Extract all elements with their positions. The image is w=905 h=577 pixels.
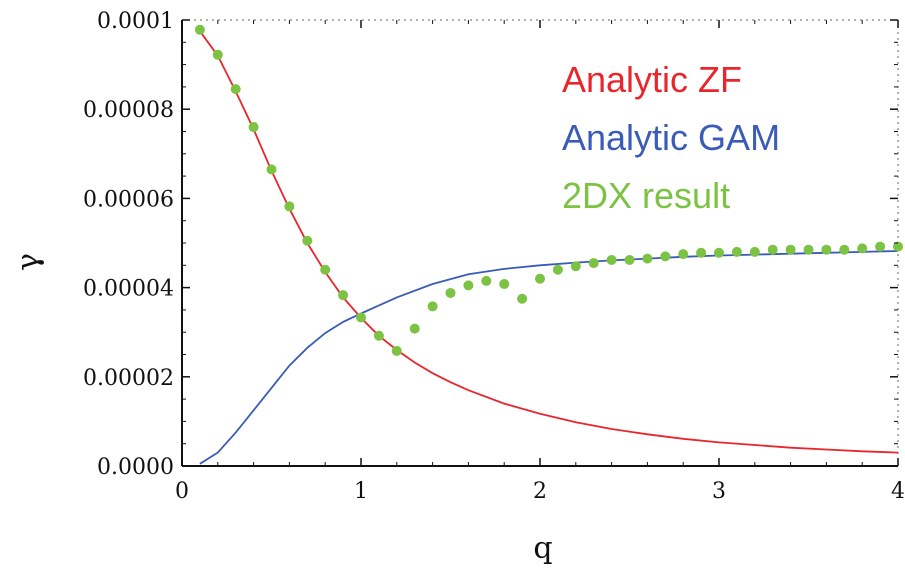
data-point [839, 244, 850, 255]
data-point [714, 247, 724, 258]
data-point [463, 280, 474, 291]
data-point [373, 330, 384, 341]
data-point [893, 241, 903, 252]
y-axis-label: γ [11, 253, 46, 271]
data-point [391, 345, 402, 356]
data-point [660, 251, 671, 262]
data-point [409, 323, 420, 334]
data-point [266, 164, 277, 175]
y-tick-label: 0.00004 [83, 277, 174, 302]
x-tick-label: 1 [354, 479, 368, 504]
legend-entry: Analytic ZF [562, 59, 742, 100]
data-point [194, 24, 205, 35]
data-point [803, 244, 814, 255]
x-tick-label: 0 [175, 479, 189, 504]
data-point [696, 247, 707, 258]
y-tick-label: 0.00006 [83, 187, 174, 212]
data-point [875, 241, 886, 252]
y-tick-label: 0.00002 [83, 366, 174, 391]
data-point [499, 279, 510, 290]
data-point [821, 244, 832, 255]
ticks-layer: 0 1 2 3 4 0.0000 0.00002 0.00004 0.00006 0.00008 0… [83, 9, 905, 504]
legend-entry: Analytic GAM [562, 117, 780, 158]
data-point [678, 249, 689, 260]
legend-entry: 2DX result [562, 175, 730, 216]
data-point [427, 301, 438, 312]
data-point [606, 254, 617, 265]
data-point [588, 258, 599, 269]
data-point [302, 235, 313, 246]
legend: Analytic ZF Analytic GAM 2DX result [562, 59, 780, 216]
data-point [356, 312, 366, 323]
data-point [749, 246, 760, 257]
data-point [517, 293, 528, 304]
data-point [624, 254, 635, 265]
series-line-0 [199, 30, 899, 454]
y-tick-label: 0.0001 [97, 9, 174, 34]
x-tick-label: 3 [712, 479, 726, 504]
y-tick-label: 0.0000 [97, 455, 174, 480]
data-point [857, 243, 868, 254]
y-tick-label: 0.00008 [83, 98, 174, 123]
data-point [212, 49, 223, 60]
data-point [767, 244, 778, 255]
x-tick-label: 2 [533, 479, 547, 504]
data-point [785, 244, 796, 255]
data-point [230, 84, 241, 95]
x-axis-label: q [533, 531, 552, 566]
data-point [552, 264, 563, 275]
data-point [284, 201, 295, 212]
data-point [481, 275, 492, 286]
data-point [445, 287, 456, 298]
data-point [731, 246, 742, 257]
data-point [248, 122, 259, 133]
series-layer [194, 24, 903, 465]
data-point [338, 290, 349, 301]
data-point [320, 264, 331, 275]
data-point [570, 261, 581, 272]
data-point [642, 253, 653, 264]
data-point [535, 273, 545, 284]
x-tick-label: 4 [891, 479, 905, 504]
